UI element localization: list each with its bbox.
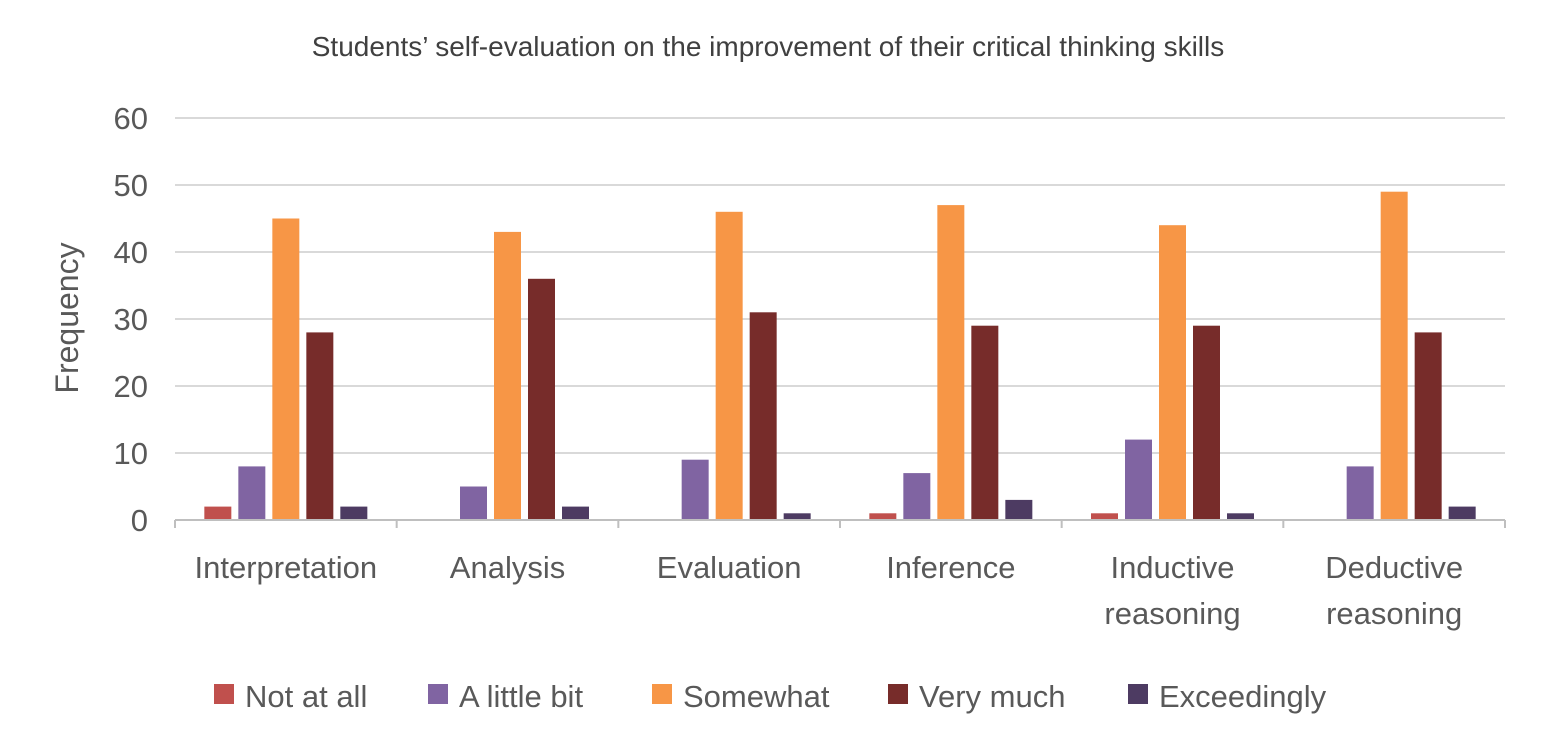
legend-label: Very much: [919, 679, 1065, 714]
x-axis: [174, 519, 1506, 528]
x-tick-label: Inference: [886, 550, 1015, 585]
bar: [1125, 439, 1152, 520]
bar: [528, 278, 555, 520]
x-tick-label: reasoning: [1104, 596, 1240, 631]
bar: [460, 486, 487, 520]
bar: [340, 506, 368, 520]
y-tick-label: 10: [114, 436, 148, 471]
category-labels: Interpretation Analysis Evaluation Inferenc…: [194, 550, 1463, 631]
y-tick-label: 20: [114, 369, 148, 404]
legend-label: Exceedingly: [1159, 679, 1327, 714]
bar: [1346, 466, 1374, 520]
legend-label: Not at all: [245, 679, 367, 714]
x-tick-label: Deductive: [1325, 550, 1463, 585]
legend-label: A little bit: [459, 679, 583, 714]
y-tick-label: 0: [131, 503, 148, 538]
bar: [869, 513, 897, 520]
bar: [903, 473, 931, 520]
legend-swatch: [428, 684, 448, 704]
bar: [238, 466, 266, 520]
bar: [1091, 513, 1118, 520]
legend-swatch: [214, 684, 234, 704]
y-tick-label: 60: [114, 101, 148, 136]
y-tick-label: 50: [114, 168, 148, 203]
bar: [306, 332, 334, 520]
bar: [1227, 513, 1254, 520]
gridlines: [175, 117, 1505, 454]
bar: [783, 513, 811, 520]
bar: [562, 506, 589, 520]
y-axis-ticks: 0 10 20 30 40 50 60: [114, 101, 148, 538]
bar: [715, 211, 743, 521]
x-tick-label: Interpretation: [194, 550, 377, 585]
bar: [1193, 325, 1220, 520]
y-tick-label: 40: [114, 235, 148, 270]
x-tick-label: reasoning: [1326, 596, 1462, 631]
x-tick-label: Analysis: [450, 550, 565, 585]
bar: [1159, 225, 1186, 520]
bar: [494, 231, 521, 520]
bar: [272, 218, 300, 520]
x-tick-label: Inductive: [1110, 550, 1234, 585]
legend: Not at all A little bit Somewhat Very much E…: [214, 679, 1327, 714]
legend-swatch: [652, 684, 672, 704]
bar: [971, 325, 999, 520]
bar: [937, 205, 965, 520]
bar: [1414, 332, 1442, 520]
x-tick-label: Evaluation: [657, 550, 802, 585]
bar: [1380, 191, 1408, 520]
bar: [681, 459, 709, 520]
legend-label: Somewhat: [683, 679, 830, 714]
bars: [204, 191, 1476, 521]
bar: [1448, 506, 1476, 520]
bar: [749, 312, 777, 520]
y-axis-label: Frequency: [49, 242, 85, 393]
chart-title: Students’ self-evaluation on the improve…: [312, 31, 1225, 62]
legend-swatch: [888, 684, 908, 704]
y-tick-label: 30: [114, 302, 148, 337]
bar: [1005, 499, 1033, 520]
legend-swatch: [1128, 684, 1148, 704]
bar: [204, 506, 232, 520]
